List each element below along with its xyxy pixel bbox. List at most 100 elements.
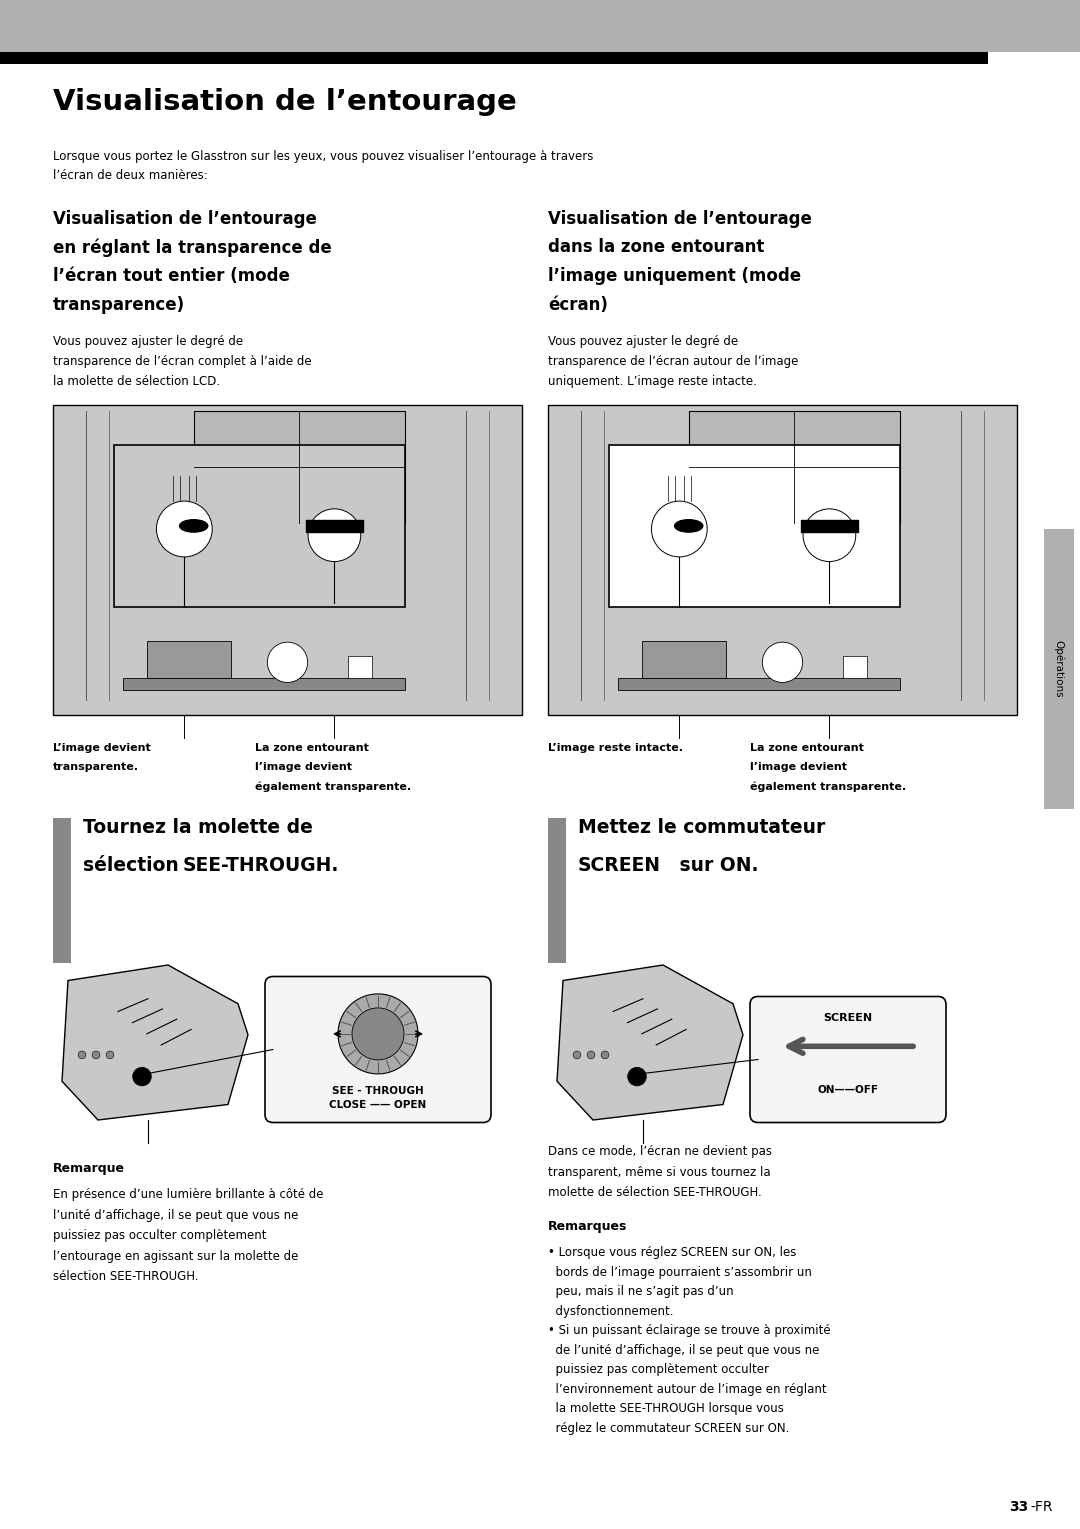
Text: Visualisation de l’entourage: Visualisation de l’entourage	[53, 89, 516, 116]
Text: Visualisation de l’entourage: Visualisation de l’entourage	[53, 209, 316, 228]
Text: l’image uniquement (mode: l’image uniquement (mode	[548, 268, 801, 284]
Text: transparence de l’écran complet à l’aide de: transparence de l’écran complet à l’aide…	[53, 355, 312, 368]
Text: également transparente.: également transparente.	[255, 781, 410, 792]
Text: • Lorsque vous réglez SCREEN sur ON, les: • Lorsque vous réglez SCREEN sur ON, les	[548, 1246, 796, 1258]
Text: -FR: -FR	[1030, 1500, 1053, 1514]
Text: puissiez pas complètement occulter: puissiez pas complètement occulter	[548, 1362, 769, 1376]
Text: l’image devient: l’image devient	[750, 761, 847, 772]
Bar	[619, 677, 900, 690]
Bar	[0, 52, 988, 64]
Circle shape	[804, 509, 855, 561]
Text: écran): écran)	[548, 295, 608, 313]
Bar	[193, 411, 405, 523]
Polygon shape	[62, 965, 248, 1121]
Text: SEE-THROUGH.: SEE-THROUGH.	[183, 856, 339, 875]
Bar	[307, 520, 363, 532]
Circle shape	[157, 502, 213, 557]
Bar	[1044, 529, 1074, 809]
Circle shape	[133, 1067, 151, 1086]
Text: molette de sélection SEE-THROUGH.: molette de sélection SEE-THROUGH.	[548, 1187, 761, 1199]
Bar	[147, 641, 231, 677]
Text: transparent, même si vous tournez la: transparent, même si vous tournez la	[548, 1165, 771, 1179]
Text: transparence): transparence)	[53, 295, 185, 313]
Text: L’image reste intacte.: L’image reste intacte.	[548, 743, 683, 752]
Text: peu, mais il ne s’agit pas d’un: peu, mais il ne s’agit pas d’un	[548, 1284, 733, 1298]
Circle shape	[308, 509, 361, 561]
Text: transparence de l’écran autour de l’image: transparence de l’écran autour de l’imag…	[548, 355, 798, 368]
Text: sélection SEE-THROUGH.: sélection SEE-THROUGH.	[53, 1271, 199, 1283]
Circle shape	[352, 1008, 404, 1060]
Ellipse shape	[179, 520, 207, 532]
Text: sélection: sélection	[83, 856, 186, 875]
Text: 33: 33	[1009, 1500, 1028, 1514]
Text: l’entourage en agissant sur la molette de: l’entourage en agissant sur la molette d…	[53, 1249, 298, 1263]
Text: l’environnement autour de l’image en réglant: l’environnement autour de l’image en rég…	[548, 1382, 826, 1396]
Circle shape	[338, 994, 418, 1073]
Text: l’écran de deux manières:: l’écran de deux manières:	[53, 170, 207, 182]
Text: Dans ce mode, l’écran ne devient pas: Dans ce mode, l’écran ne devient pas	[548, 1145, 772, 1157]
Text: Tournez la molette de: Tournez la molette de	[83, 818, 313, 836]
Text: Opérations: Opérations	[1054, 641, 1064, 697]
Bar	[609, 445, 900, 607]
Text: L’image devient: L’image devient	[53, 743, 151, 752]
Text: transparente.: transparente.	[53, 761, 139, 772]
Text: CLOSE —— OPEN: CLOSE —— OPEN	[329, 1099, 427, 1110]
Text: SCREEN: SCREEN	[578, 856, 661, 875]
FancyBboxPatch shape	[265, 977, 491, 1122]
Bar	[642, 641, 726, 677]
Text: également transparente.: également transparente.	[750, 781, 906, 792]
Text: uniquement. L’image reste intacte.: uniquement. L’image reste intacte.	[548, 375, 757, 388]
Text: puissiez pas occulter complètement: puissiez pas occulter complètement	[53, 1229, 267, 1242]
Polygon shape	[557, 965, 743, 1121]
Text: Visualisation de l’entourage: Visualisation de l’entourage	[548, 209, 812, 228]
Bar	[0, 0, 1080, 52]
Circle shape	[651, 502, 707, 557]
FancyBboxPatch shape	[750, 997, 946, 1122]
Circle shape	[602, 1050, 609, 1058]
Bar	[801, 520, 858, 532]
Text: Vous pouvez ajuster le degré de: Vous pouvez ajuster le degré de	[548, 335, 738, 349]
Circle shape	[268, 642, 308, 682]
Text: La zone entourant: La zone entourant	[255, 743, 368, 752]
Text: réglez le commutateur SCREEN sur ON.: réglez le commutateur SCREEN sur ON.	[548, 1422, 789, 1434]
Text: En présence d’une lumière brillante à côté de: En présence d’une lumière brillante à cô…	[53, 1188, 324, 1200]
Bar	[123, 677, 405, 690]
Bar	[843, 656, 867, 677]
Text: Remarque: Remarque	[53, 1162, 125, 1174]
Text: dysfonctionnement.: dysfonctionnement.	[548, 1304, 674, 1318]
Text: ON——OFF: ON——OFF	[818, 1086, 878, 1095]
Bar	[53, 405, 522, 716]
Bar	[548, 405, 1017, 716]
Circle shape	[573, 1050, 581, 1058]
Bar	[349, 656, 372, 677]
Bar	[53, 818, 71, 963]
Bar	[689, 411, 900, 523]
Text: de l’unité d’affichage, il se peut que vous ne: de l’unité d’affichage, il se peut que v…	[548, 1344, 820, 1356]
Text: SCREEN: SCREEN	[823, 1012, 873, 1023]
Text: bords de l’image pourraient s’assombrir un: bords de l’image pourraient s’assombrir …	[548, 1266, 812, 1278]
Text: l’écran tout entier (mode: l’écran tout entier (mode	[53, 268, 289, 284]
Text: Vous pouvez ajuster le degré de: Vous pouvez ajuster le degré de	[53, 335, 243, 349]
Text: Remarques: Remarques	[548, 1220, 627, 1232]
Circle shape	[588, 1050, 595, 1058]
Text: sur ON.: sur ON.	[673, 856, 758, 875]
Text: Lorsque vous portez le Glasstron sur les yeux, vous pouvez visualiser l’entourag: Lorsque vous portez le Glasstron sur les…	[53, 150, 593, 164]
Circle shape	[78, 1050, 86, 1058]
Text: dans la zone entourant: dans la zone entourant	[548, 239, 765, 257]
Circle shape	[92, 1050, 99, 1058]
Text: l’image devient: l’image devient	[255, 761, 352, 772]
Circle shape	[627, 1067, 646, 1086]
Text: la molette de sélection LCD.: la molette de sélection LCD.	[53, 375, 220, 388]
Text: l’unité d’affichage, il se peut que vous ne: l’unité d’affichage, il se peut que vous…	[53, 1208, 298, 1222]
Circle shape	[106, 1050, 113, 1058]
Text: la molette SEE-THROUGH lorsque vous: la molette SEE-THROUGH lorsque vous	[548, 1402, 784, 1414]
Text: La zone entourant: La zone entourant	[750, 743, 864, 752]
Bar	[114, 445, 405, 607]
Ellipse shape	[675, 520, 703, 532]
Text: en réglant la transparence de: en réglant la transparence de	[53, 239, 332, 257]
Text: Mettez le commutateur: Mettez le commutateur	[578, 818, 825, 836]
Circle shape	[762, 642, 802, 682]
Text: • Si un puissant éclairage se trouve à proximité: • Si un puissant éclairage se trouve à p…	[548, 1324, 831, 1336]
Text: SEE - THROUGH: SEE - THROUGH	[333, 1086, 423, 1095]
Bar	[548, 818, 566, 963]
